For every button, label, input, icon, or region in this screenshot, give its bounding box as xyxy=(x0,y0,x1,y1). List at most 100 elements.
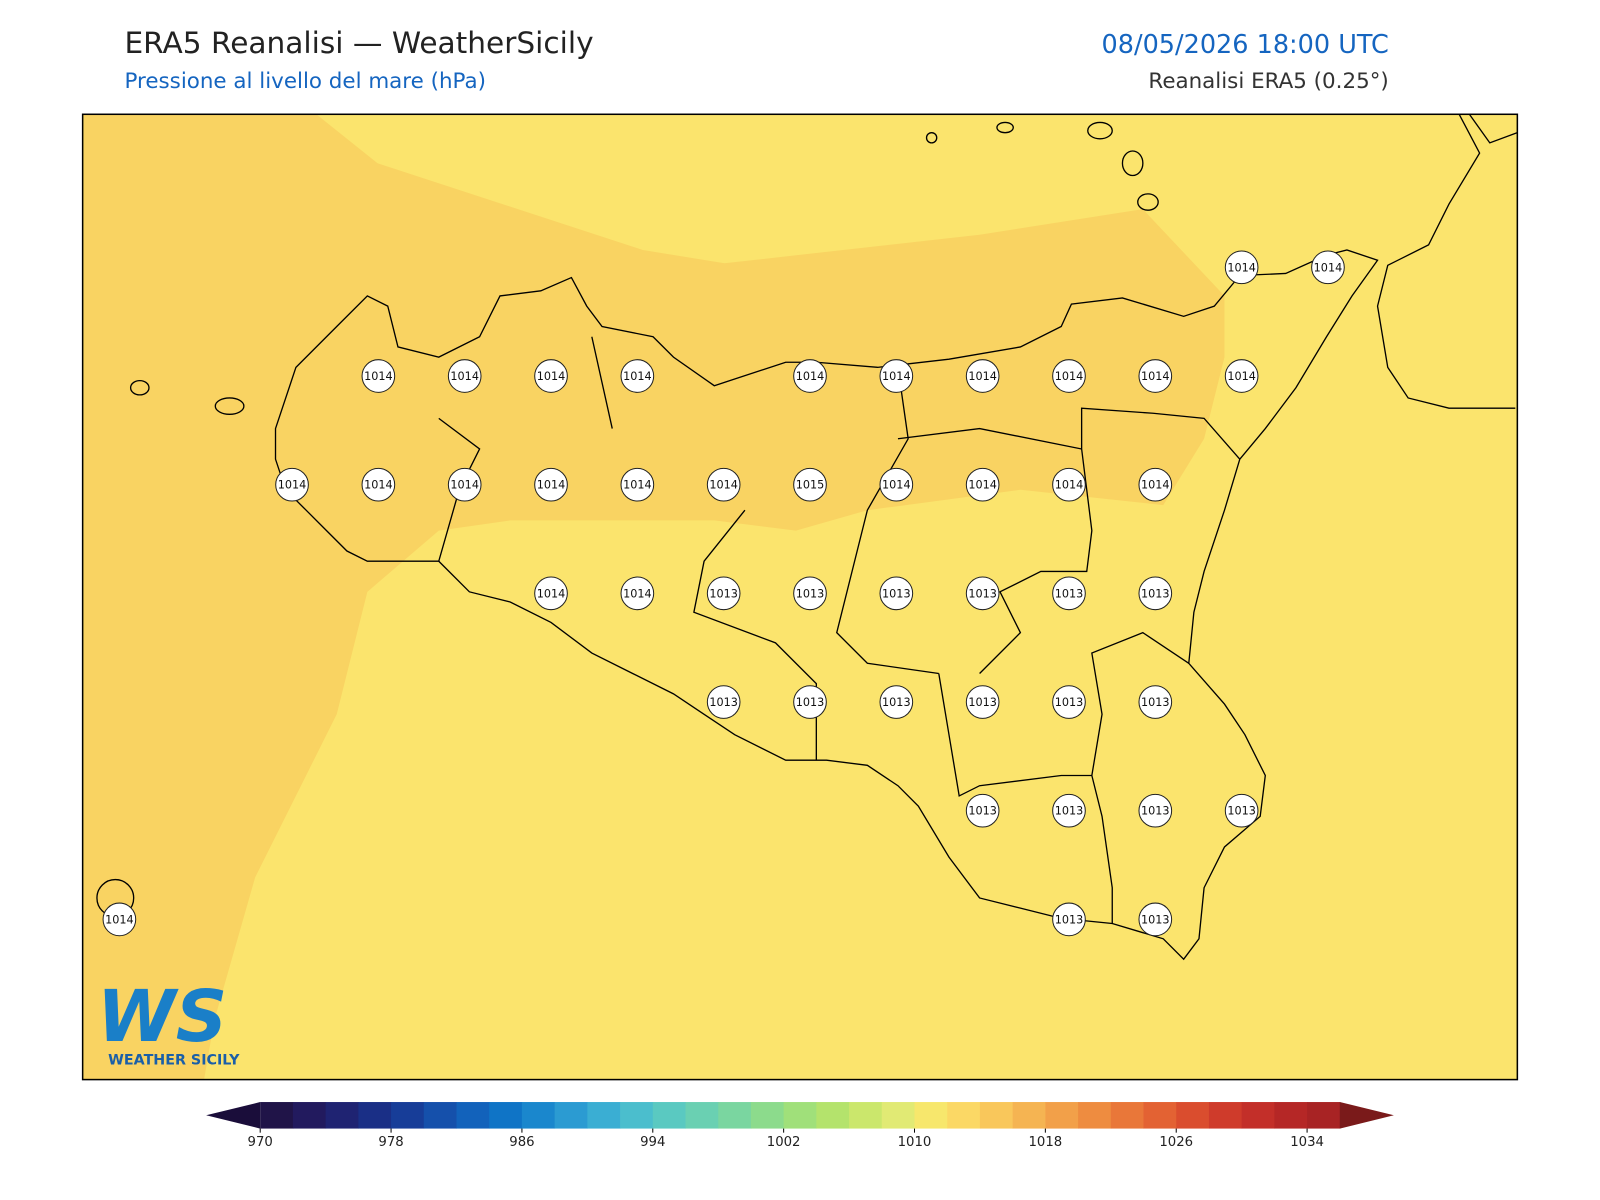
station-marker xyxy=(706,685,741,719)
colorbar-tick-label: 1018 xyxy=(1028,1135,1062,1150)
station-marker xyxy=(706,467,741,502)
station-label: 1014 xyxy=(364,479,393,492)
colorbar-tick-label: 978 xyxy=(378,1135,403,1150)
colorbar-segment xyxy=(914,1102,948,1129)
station-label: 1014 xyxy=(1141,479,1170,492)
colorbar-segment xyxy=(1045,1102,1079,1129)
station-label: 1014 xyxy=(278,479,307,492)
colorbar-segment xyxy=(292,1102,327,1129)
station-label: 1013 xyxy=(1055,913,1084,926)
station-marker xyxy=(965,685,1000,719)
colorbar-segment xyxy=(1241,1102,1275,1129)
subtitle: Pressione al livello del mare (hPa) xyxy=(124,69,485,94)
station-label: 1013 xyxy=(1141,587,1170,600)
station-marker xyxy=(793,467,827,502)
station-label: 1013 xyxy=(1055,696,1084,709)
station-label: 1013 xyxy=(882,696,911,709)
colorbar-segment xyxy=(1176,1102,1210,1129)
colorbar-segment xyxy=(1110,1102,1145,1129)
station-marker xyxy=(447,359,482,393)
station-marker xyxy=(965,793,1000,828)
station-label: 1013 xyxy=(1227,805,1256,818)
station-marker xyxy=(534,467,568,502)
station-marker xyxy=(1224,359,1259,393)
colorbar-segment xyxy=(685,1102,719,1129)
datetime: 08/05/2026 18:00 UTC xyxy=(1102,30,1389,60)
station-label: 1014 xyxy=(1055,370,1084,383)
colorbar-segment xyxy=(1078,1102,1112,1129)
station-marker xyxy=(275,467,309,502)
station-marker xyxy=(1138,359,1173,393)
colorbar-segment xyxy=(489,1102,523,1129)
station-label: 1013 xyxy=(1055,587,1084,600)
source: Reanalisi ERA5 (0.25°) xyxy=(1148,69,1388,94)
colorbar-segment xyxy=(587,1102,621,1129)
station-marker xyxy=(1052,685,1086,719)
station-marker xyxy=(879,685,914,719)
station-label: 1014 xyxy=(623,587,652,600)
colorbar-segment xyxy=(260,1102,294,1129)
station-marker xyxy=(1138,793,1173,828)
station-markers: 1014 1014 1014 1014 1014 1014 1014 1014 1014 1014… xyxy=(102,250,1345,937)
title: ERA5 Reanalisi — WeatherSicily xyxy=(124,26,593,60)
station-marker xyxy=(447,467,482,502)
logo: WS WEATHER SICILY xyxy=(97,975,240,1068)
colorbar-segment xyxy=(750,1102,785,1129)
station-label: 1013 xyxy=(1055,805,1084,818)
colorbar-segment xyxy=(391,1102,425,1129)
colorbar-segment xyxy=(652,1102,687,1129)
station-marker xyxy=(1138,576,1173,611)
station-label: 1013 xyxy=(968,805,997,818)
colorbar-segment xyxy=(947,1102,981,1129)
station-marker xyxy=(620,359,655,393)
station-marker xyxy=(1138,902,1173,937)
station-marker xyxy=(1052,902,1086,937)
station-marker xyxy=(879,576,914,611)
station-marker xyxy=(1138,467,1173,502)
station-label: 1014 xyxy=(623,479,652,492)
station-label: 1014 xyxy=(968,479,997,492)
colorbar-extend-high xyxy=(1339,1102,1394,1129)
station-marker xyxy=(1224,793,1259,828)
station-label: 1013 xyxy=(968,587,997,600)
colorbar: 970 978 986 994 1002 1010 1018 1026 1034 xyxy=(206,1102,1394,1150)
colorbar-segment xyxy=(1208,1102,1243,1129)
station-label: 1013 xyxy=(1141,805,1170,818)
station-label: 1014 xyxy=(709,479,738,492)
colorbar-segment xyxy=(783,1102,817,1129)
colorbar-tick-label: 1034 xyxy=(1290,1135,1324,1150)
coastlines xyxy=(96,113,1518,961)
colorbar-segment xyxy=(456,1102,490,1129)
colorbar-segment xyxy=(620,1102,654,1129)
station-marker xyxy=(706,576,741,611)
logo-name: WEATHER SICILY xyxy=(108,1052,240,1068)
station-label: 1013 xyxy=(709,587,738,600)
station-marker xyxy=(965,359,1000,393)
station-marker xyxy=(361,359,396,393)
colorbar-segment xyxy=(521,1102,556,1129)
station-label: 1014 xyxy=(882,370,911,383)
station-label: 1014 xyxy=(537,587,566,600)
station-label: 1014 xyxy=(450,479,479,492)
station-label: 1014 xyxy=(1055,479,1084,492)
station-marker xyxy=(1138,685,1173,719)
colorbar-segment xyxy=(1274,1102,1308,1129)
station-label: 1014 xyxy=(537,370,566,383)
station-marker xyxy=(620,576,655,611)
station-label: 1013 xyxy=(796,587,825,600)
station-marker xyxy=(102,902,137,937)
colorbar-tick-label: 994 xyxy=(640,1135,665,1150)
station-marker xyxy=(1311,250,1345,285)
station-label: 1013 xyxy=(1141,913,1170,926)
station-label: 1014 xyxy=(1314,261,1343,274)
colorbar-segment xyxy=(423,1102,458,1129)
station-marker xyxy=(1052,793,1086,828)
colorbar-tick-label: 970 xyxy=(248,1135,273,1150)
station-marker xyxy=(879,467,914,502)
colorbar-segment xyxy=(881,1102,916,1129)
station-label: 1013 xyxy=(709,696,738,709)
station-marker xyxy=(965,467,1000,502)
colorbar-segment xyxy=(849,1102,883,1129)
colorbar-segment xyxy=(718,1102,752,1129)
